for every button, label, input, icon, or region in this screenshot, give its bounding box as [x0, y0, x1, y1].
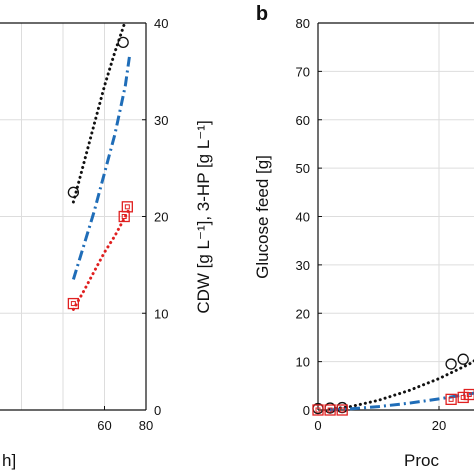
panel-b-y-tick-label: 60 — [296, 113, 310, 128]
panel-b-x-axis-title: Proc — [404, 451, 439, 470]
panel-b — [312, 22, 474, 416]
panel-b-y-tick-label: 40 — [296, 210, 310, 225]
panel-b-square-marker — [457, 391, 469, 404]
panel-b-letter: b — [256, 3, 268, 25]
panel-a-square-marker — [121, 201, 133, 213]
panel-b-square-marker-inner — [339, 407, 345, 413]
panel-b-square-marker-inner — [315, 407, 321, 413]
panel-b-square-marker-inner — [448, 396, 454, 402]
panel-b-y-tick-label: 70 — [296, 64, 310, 79]
panel-b-circle-marker — [457, 353, 469, 365]
panel-a-x-tick-label: 80 — [139, 418, 153, 433]
panel-b-y-tick-label: 30 — [296, 258, 310, 273]
panel-a-y-tick-label: 10 — [154, 306, 168, 321]
panel-b-square-marker-inner — [466, 392, 472, 398]
panel-a-series-line-2 — [71, 207, 131, 311]
panel-b-square-marker — [463, 388, 474, 401]
panel-a-square-marker-inner — [121, 214, 127, 219]
panel-a-circle-marker — [117, 36, 129, 48]
panel-a-y-tick-label: 20 — [154, 210, 168, 225]
panel-a-y-axis-title: CDW [g L⁻¹], 3-HP [g L⁻¹] — [194, 120, 213, 313]
panel-b-y-tick-label: 10 — [296, 355, 310, 370]
panel-b-series-line-0 — [328, 359, 474, 411]
panel-b-x-tick-label: 0 — [314, 418, 321, 433]
panel-b-x-tick-label: 20 — [432, 418, 446, 433]
panel-b-square-marker — [336, 404, 348, 416]
panel-a-circle-marker — [67, 186, 80, 198]
panel-a-square-marker-inner — [70, 301, 76, 307]
panel-a-y-tick-label: 40 — [154, 16, 168, 31]
panel-b-circle-marker — [445, 358, 457, 370]
panel-b-y-axis-title: Glucose feed [g] — [253, 155, 272, 279]
panel-a — [0, 19, 147, 411]
panel-b-square-marker-inner — [327, 407, 333, 413]
panel-b-square-marker-inner — [460, 394, 466, 400]
panel-a-y-tick-label: 30 — [154, 113, 168, 128]
panel-a-series-line-1 — [71, 56, 131, 280]
panel-a-x-axis-title: h] — [2, 451, 16, 470]
panel-b-y-tick-label: 80 — [296, 16, 310, 31]
panel-b-square-marker — [324, 404, 336, 416]
panel-a-x-tick-label: 60 — [97, 418, 111, 433]
panel-a-square-marker — [67, 297, 80, 310]
panel-b-square-marker — [445, 393, 457, 406]
panel-a-square-marker-inner — [124, 204, 130, 210]
panel-b-y-tick-label: 20 — [296, 306, 310, 321]
panel-a-y-tick-label: 0 — [154, 403, 161, 418]
panel-a-series-line-0 — [71, 19, 127, 204]
panel-b-square-marker — [312, 404, 324, 416]
panel-b-series-line-1 — [330, 391, 474, 412]
panel-b-y-tick-label: 50 — [296, 161, 310, 176]
panel-b-y-tick-label: 0 — [303, 403, 310, 418]
